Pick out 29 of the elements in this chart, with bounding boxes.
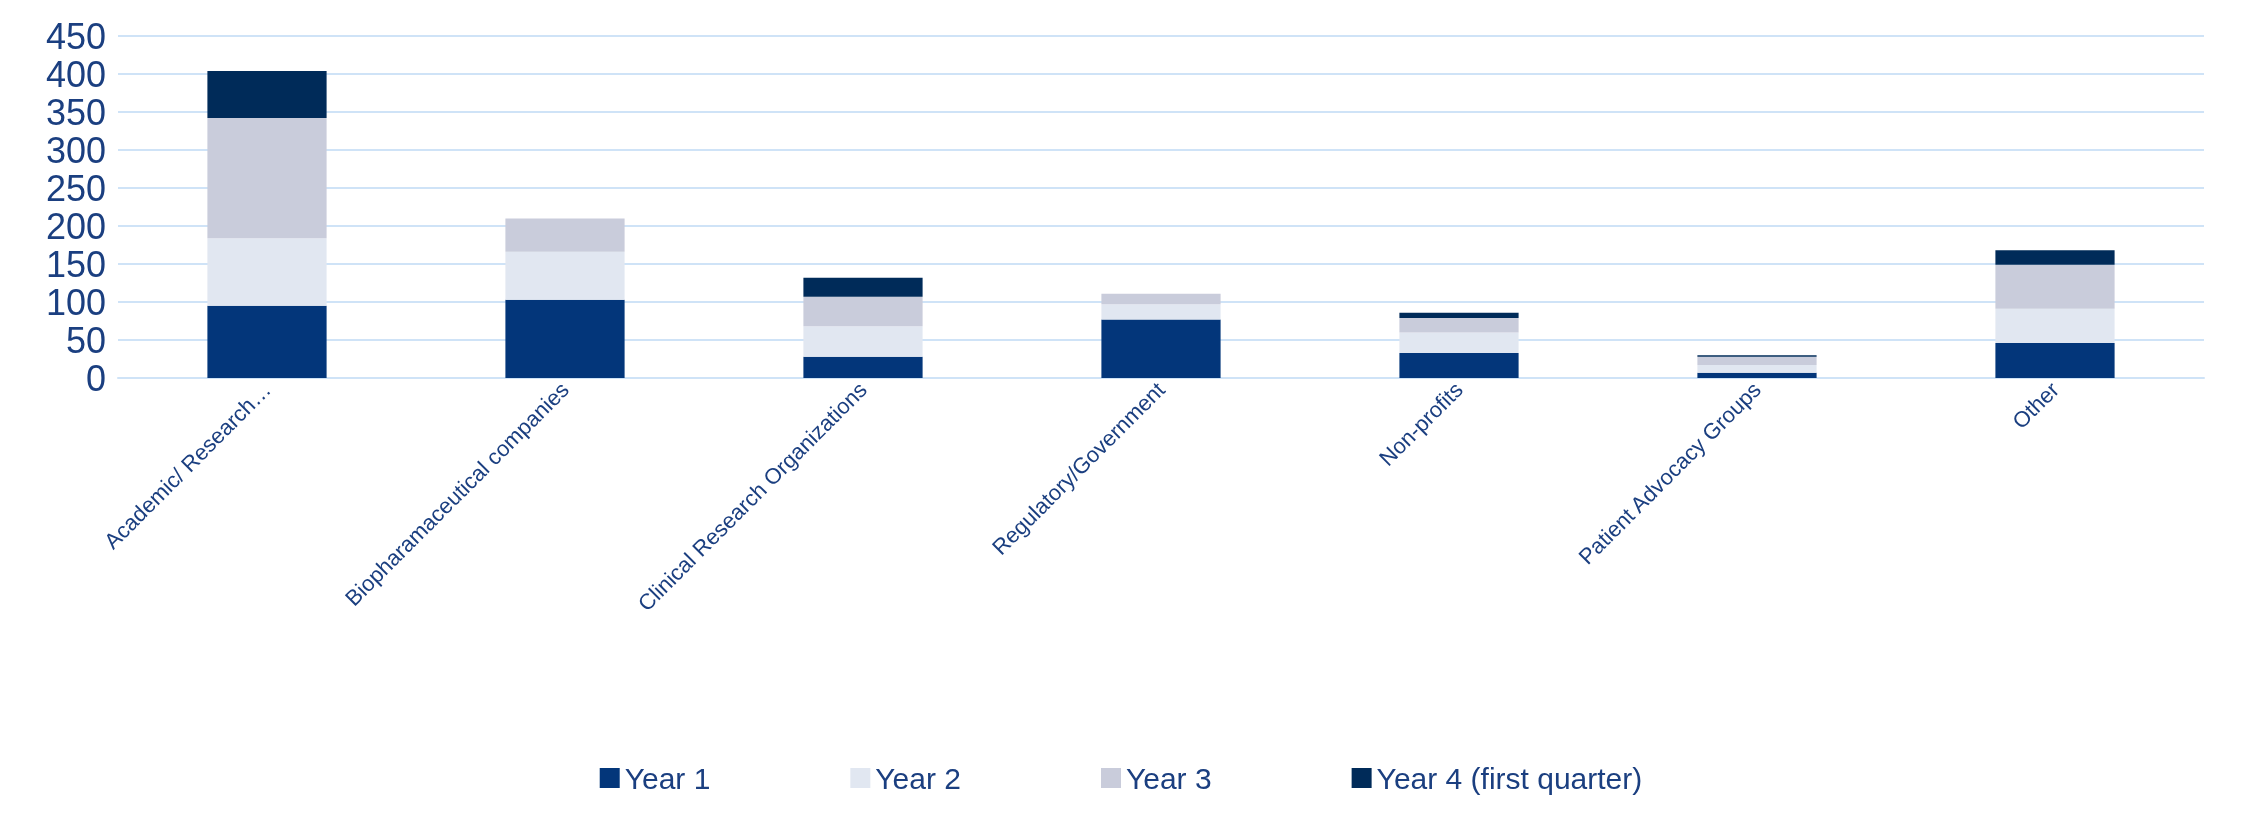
bar (505, 251, 625, 300)
bar (1697, 356, 1817, 366)
bar (1399, 332, 1519, 353)
bar (1995, 308, 2115, 344)
bar (1399, 317, 1519, 333)
bar (803, 326, 923, 357)
bar (1101, 319, 1221, 378)
legend-label: Year 1 (624, 761, 711, 795)
bar (1995, 343, 2115, 378)
bar (1697, 372, 1817, 378)
legend-label: Year 4 (first quarter) (1376, 761, 1643, 795)
legend-label: Year 2 (875, 761, 961, 795)
bar (803, 296, 923, 327)
bar (1399, 312, 1519, 318)
bar (1697, 365, 1817, 373)
bar (1995, 250, 2115, 265)
bar (1995, 264, 2115, 309)
bar (207, 305, 327, 378)
bar (505, 218, 625, 252)
bar (803, 277, 923, 297)
legend-label: Year 3 (1125, 761, 1212, 795)
bar (803, 356, 923, 378)
bar (505, 299, 625, 378)
bar (207, 118, 327, 239)
bar (207, 238, 327, 306)
bar (1399, 352, 1519, 378)
bar (207, 70, 327, 119)
bar (1101, 304, 1221, 320)
bar (1101, 293, 1221, 305)
